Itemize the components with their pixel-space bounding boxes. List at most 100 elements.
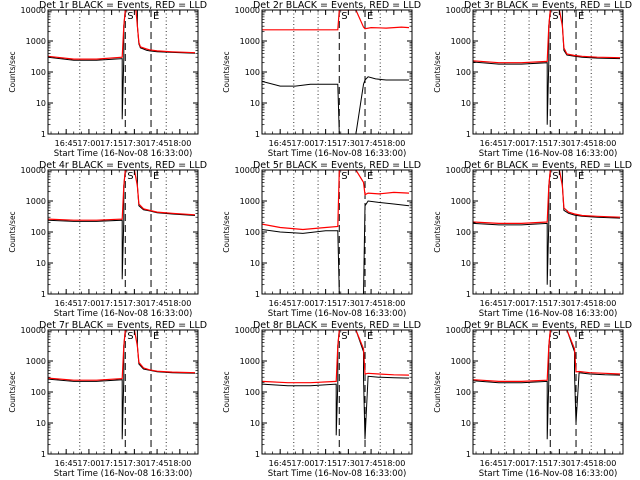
panel-title: Det 6r BLACK = Events, RED = LLD [464,160,632,171]
x-axis-label: Start Time (16-Nov-08 16:33:00) [54,309,193,319]
y-tick-label: 100 [31,228,46,237]
y-axis-label: Counts/sec [222,51,231,92]
marker-label-e: E [367,331,373,342]
y-tick-label: 10000 [235,326,260,335]
x-tick-label: 17:45 [360,459,383,468]
y-tick-label: 10000 [21,6,46,15]
y-tick-label: 100 [245,388,260,397]
y-tick-label: 10 [36,259,46,268]
y-tick-label: 10000 [21,326,46,335]
panel-title: Det 9r BLACK = Events, RED = LLD [464,320,632,331]
marker-label-s: S [341,331,347,342]
x-tick-label: 17:15 [100,139,123,148]
marker-label-e: E [578,331,584,342]
plot-frame [472,169,624,295]
x-tick-label: 17:45 [360,299,383,308]
x-tick-label: 17:30 [548,299,571,308]
marker-label-e: E [578,11,584,22]
y-tick-label: 1 [255,130,260,139]
y-axis-label: Counts/sec [8,51,17,92]
y-tick-label: 10000 [446,6,471,15]
y-axis-label: Counts/sec [222,371,231,412]
marker-label-e: E [578,171,584,182]
x-tick-label: 17:00 [502,299,525,308]
x-tick-label: 17:15 [100,299,123,308]
series-events-line [48,10,196,120]
y-tick-label: 100 [456,68,471,77]
x-axis-label: Start Time (16-Nov-08 16:33:00) [479,149,618,159]
y-tick-label: 1000 [451,197,471,206]
y-axis-label: Counts/sec [8,211,17,252]
y-tick-label: 10 [250,419,260,428]
series-events-line [473,170,621,285]
x-tick-label: 18:00 [382,139,405,148]
y-tick-label: 1 [41,290,46,299]
marker-label-s: S [552,171,558,182]
y-tick-label: 10 [461,419,471,428]
plot-frame [261,9,413,135]
y-tick-label: 1 [466,130,471,139]
y-tick-label: 1000 [26,197,46,206]
x-tick-label: 17:45 [146,299,169,308]
x-tick-label: 17:45 [360,139,383,148]
x-axis-label: Start Time (16-Nov-08 16:33:00) [268,469,407,479]
y-tick-label: 10000 [235,166,260,175]
series-lld-line [48,330,196,381]
series-lld-line [473,170,621,224]
plot-frame [472,9,624,135]
y-tick-label: 10000 [235,6,260,15]
x-tick-label: 17:45 [146,139,169,148]
y-tick-label: 1000 [451,357,471,366]
x-tick-label: 17:30 [123,299,146,308]
y-tick-label: 10 [36,419,46,428]
x-tick-label: 18:00 [593,459,616,468]
y-tick-label: 1 [255,290,260,299]
x-tick-label: 16:45 [269,299,292,308]
marker-label-s: S [552,331,558,342]
y-axis-label: Counts/sec [433,51,442,92]
plot-frame [472,329,624,455]
panel-title: Det 3r BLACK = Events, RED = LLD [464,0,632,11]
series-events-line [262,330,410,440]
series-events-line [262,76,409,134]
x-tick-label: 17:45 [571,299,594,308]
panel-title: Det 5r BLACK = Events, RED = LLD [253,160,421,171]
x-tick-label: 17:00 [502,459,525,468]
x-tick-label: 17:15 [100,459,123,468]
x-axis-label: Start Time (16-Nov-08 16:33:00) [479,469,618,479]
marker-label-s: S [341,171,347,182]
y-tick-label: 1 [466,290,471,299]
y-tick-label: 1000 [451,37,471,46]
x-tick-label: 16:45 [480,299,503,308]
x-tick-label: 17:30 [123,139,146,148]
y-tick-label: 10 [250,259,260,268]
panel-title: Det 8r BLACK = Events, RED = LLD [253,320,421,331]
x-tick-label: 17:30 [548,459,571,468]
x-tick-label: 16:45 [480,139,503,148]
marker-label-s: S [127,11,133,22]
x-tick-label: 16:45 [55,459,78,468]
marker-label-s: S [127,171,133,182]
y-axis-label: Counts/sec [222,211,231,252]
y-tick-label: 10000 [446,166,471,175]
series-lld-line [262,330,410,384]
series-lld-line [473,10,621,64]
y-tick-label: 1 [255,450,260,459]
x-tick-label: 17:00 [77,299,100,308]
x-tick-label: 17:30 [337,299,360,308]
series-events-line [473,10,621,125]
y-tick-label: 1 [41,450,46,459]
x-tick-label: 17:45 [571,459,594,468]
x-tick-label: 18:00 [168,459,191,468]
y-tick-label: 1000 [240,357,260,366]
marker-label-e: E [153,11,159,22]
x-axis-label: Start Time (16-Nov-08 16:33:00) [479,309,618,319]
x-tick-label: 17:00 [77,139,100,148]
panel-title: Det 2r BLACK = Events, RED = LLD [253,0,421,11]
marker-label-e: E [153,331,159,342]
panel-title: Det 4r BLACK = Events, RED = LLD [39,160,207,171]
panel-title: Det 7r BLACK = Events, RED = LLD [39,320,207,331]
